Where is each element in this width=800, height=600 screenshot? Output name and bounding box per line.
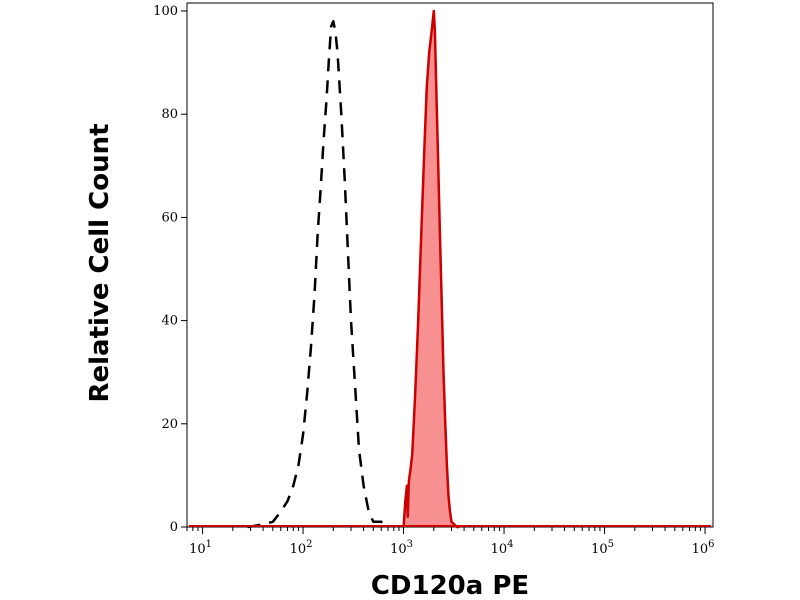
plot-frame bbox=[186, 2, 714, 528]
y-tick-label: 100 bbox=[153, 4, 178, 19]
y-tick-label: 60 bbox=[161, 210, 178, 225]
y-tick-label: 80 bbox=[161, 107, 178, 122]
x-tick-label: 104 bbox=[491, 539, 514, 557]
x-tick-label: 103 bbox=[390, 539, 413, 557]
x-tick-label: 106 bbox=[692, 539, 715, 557]
y-axis-label: Relative Cell Count bbox=[85, 123, 115, 402]
series-1-fill bbox=[403, 11, 460, 527]
series-0-line bbox=[247, 20, 387, 529]
x-axis-label: CD120a PE bbox=[371, 571, 529, 600]
y-tick-label: 40 bbox=[161, 314, 178, 329]
y-tick-label: 20 bbox=[161, 417, 178, 432]
y-tick-label: 0 bbox=[170, 520, 178, 535]
series-1-line bbox=[402, 9, 460, 529]
x-tick-label: 101 bbox=[189, 539, 212, 557]
x-tick-label: 102 bbox=[290, 539, 313, 557]
x-tick-label: 105 bbox=[591, 539, 614, 557]
